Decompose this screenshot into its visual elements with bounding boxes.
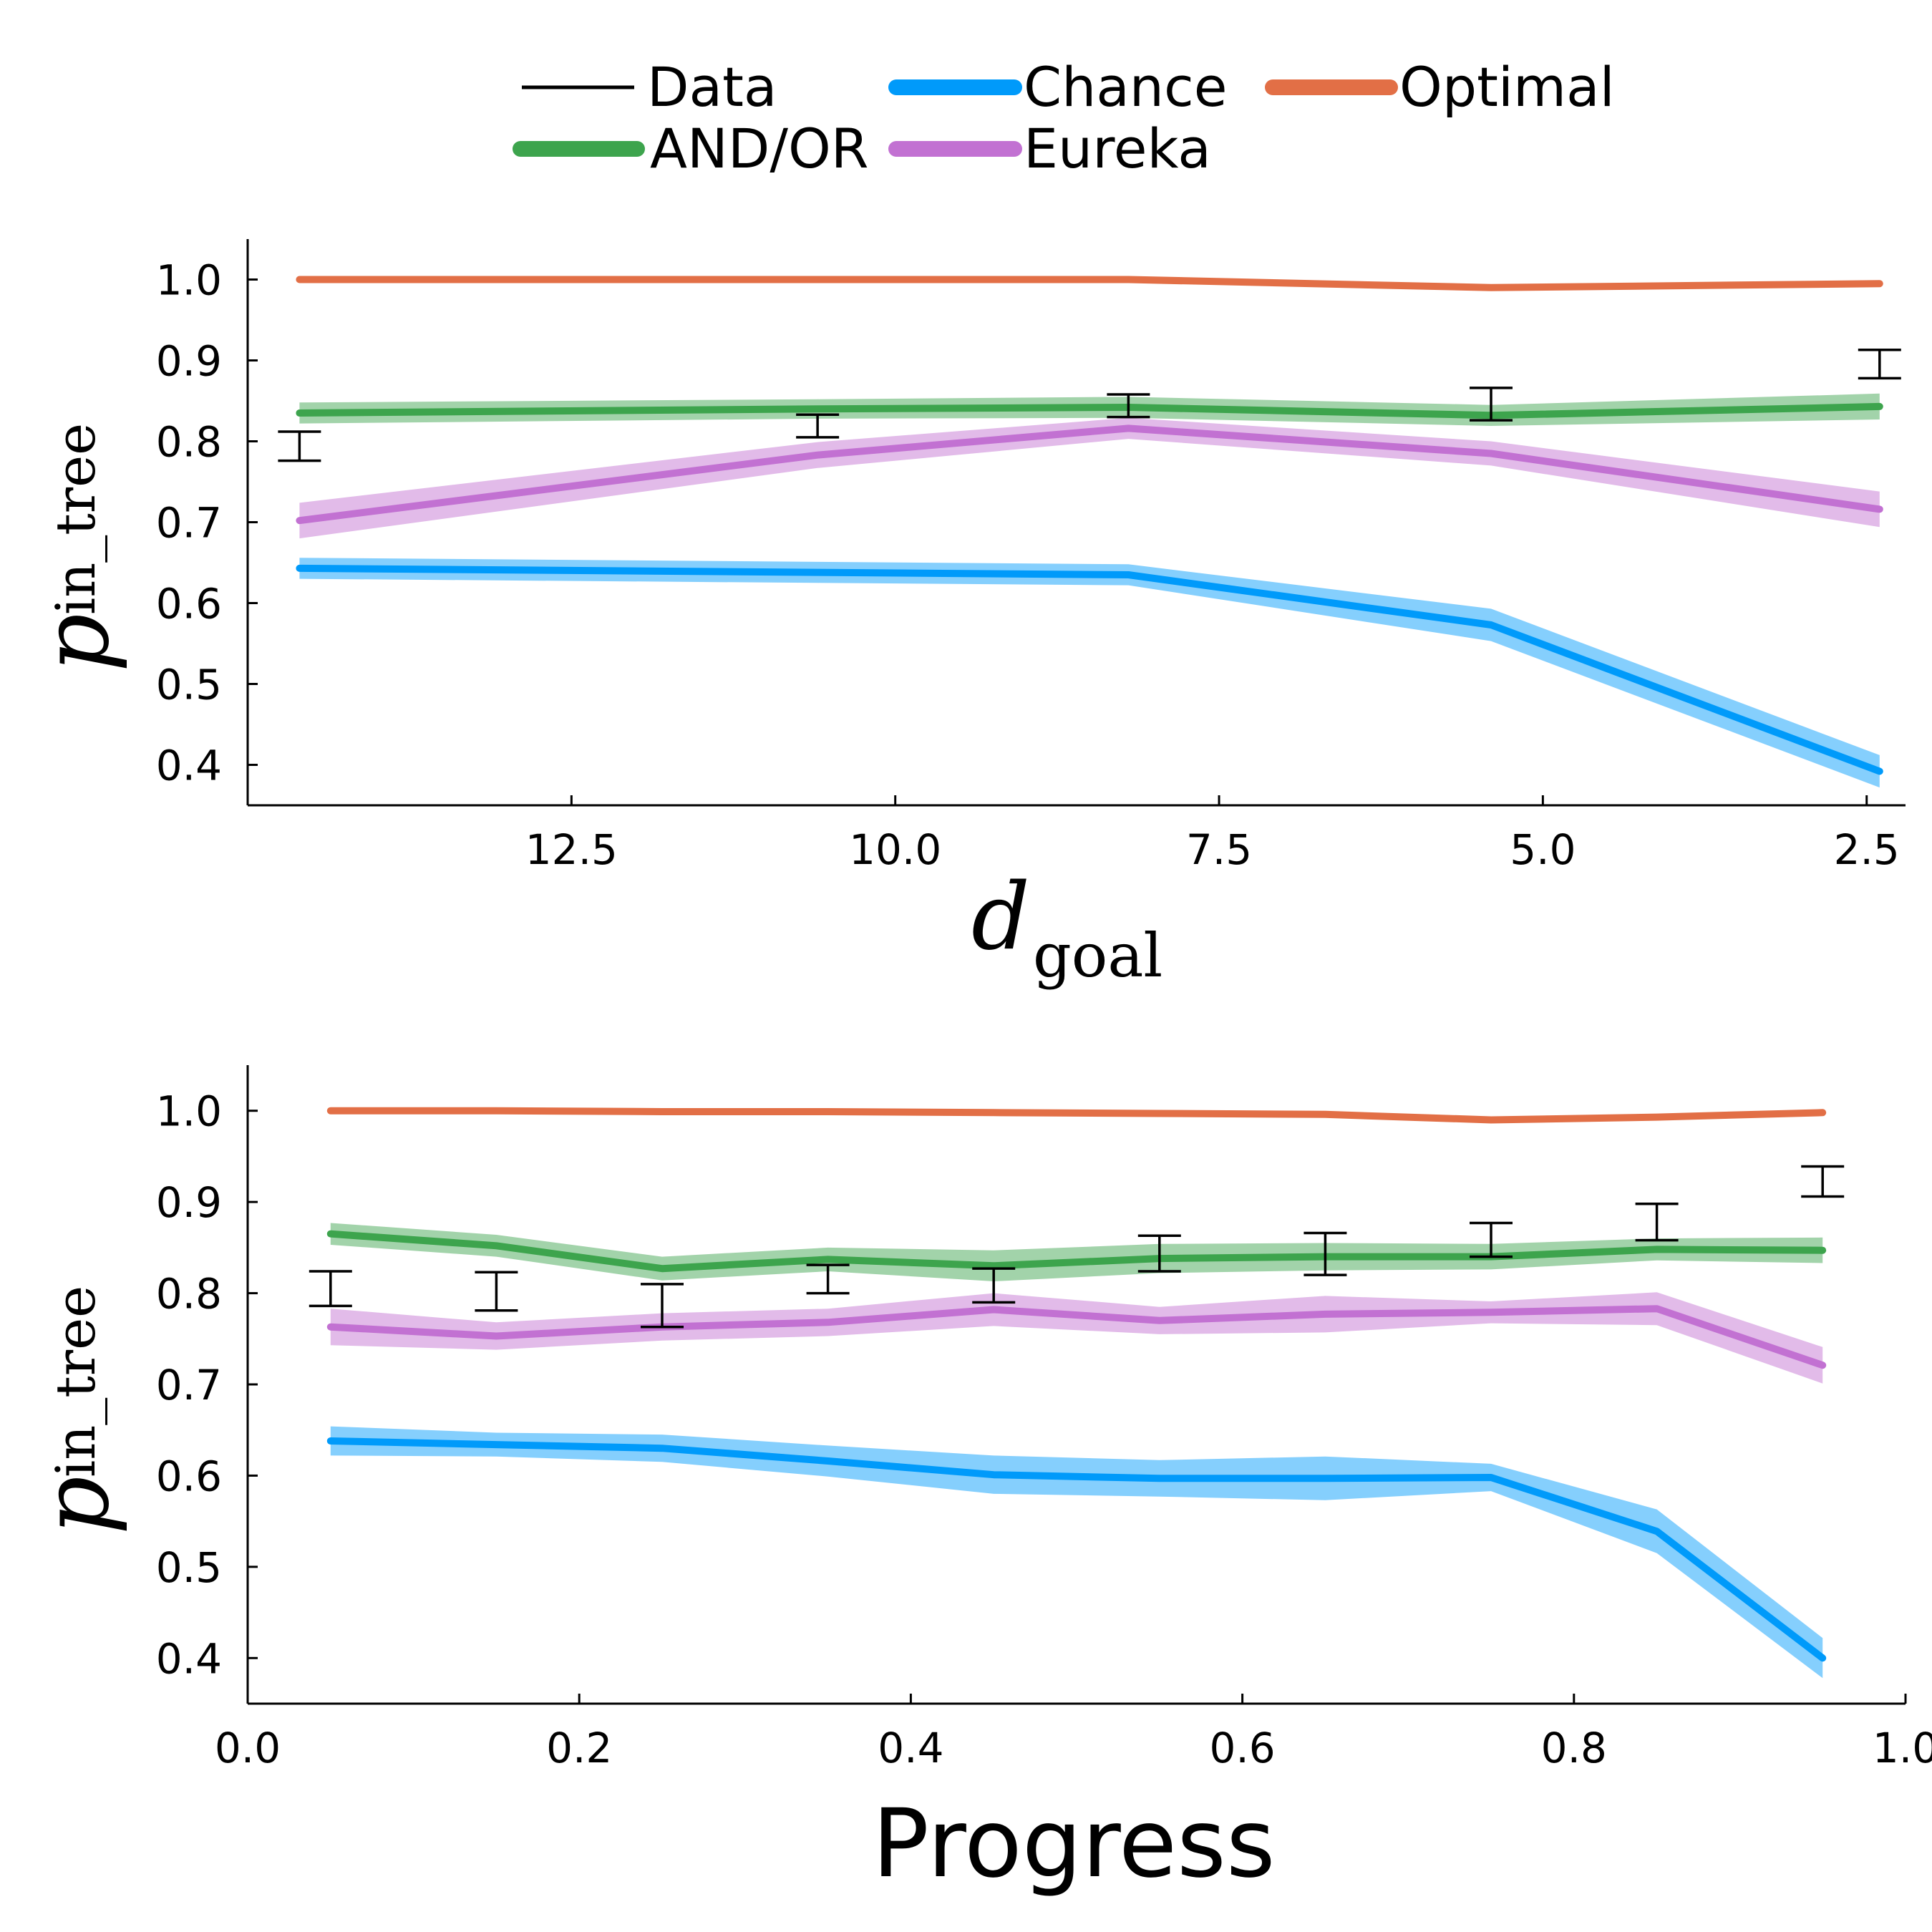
- axes: [246, 239, 1906, 807]
- x-tick-label: 0.0: [215, 1724, 281, 1772]
- confidence-bands: [299, 393, 1880, 788]
- x-ticks: 0.0 0.2 0.4 0.6 0.8 1.0: [215, 1694, 1932, 1772]
- y-axis-label-main: p: [23, 1476, 130, 1535]
- data-error-bar: [1635, 1202, 1679, 1242]
- confidence-bands: [330, 1223, 1823, 1679]
- y-tick-label: 0.9: [156, 1178, 222, 1227]
- x-tick-label: 12.5: [525, 825, 618, 874]
- legend-label-and-or: AND/OR: [650, 117, 869, 180]
- y-tick-label: 0.7: [156, 499, 222, 548]
- eureka-band: [299, 417, 1880, 539]
- plot-top: 12.5 10.0 7.5 5.0 2.5 0.40.50.60.70.80.91.0 …: [23, 239, 1906, 991]
- data-error-bar: [1470, 387, 1513, 422]
- optimal-line: [296, 276, 1883, 291]
- legend-entry-chance: Chance: [888, 55, 1228, 119]
- x-tick-label: 2.5: [1834, 825, 1900, 874]
- x-tick-label: 0.6: [1209, 1724, 1275, 1772]
- legend-entry-optimal: Optimal: [1265, 55, 1615, 119]
- data-error-bar: [641, 1283, 684, 1329]
- legend-entry-eureka: Eureka: [888, 117, 1211, 180]
- legend-entry-data: Data: [522, 55, 777, 119]
- series-lines: [296, 276, 1883, 775]
- x-tick-label: 5.0: [1510, 825, 1576, 874]
- y-axis-label: p in_tree: [23, 423, 130, 672]
- data-error-bar: [1137, 1234, 1181, 1273]
- y-tick-label: 0.6: [156, 1452, 222, 1500]
- series-lines: [326, 1107, 1827, 1662]
- y-tick-label: 1.0: [156, 256, 222, 305]
- eureka-line: [296, 424, 1883, 525]
- y-tick-label: 1.0: [156, 1087, 222, 1136]
- data-error-bar: [1858, 349, 1901, 380]
- and-or-line: [326, 1230, 1827, 1273]
- x-tick-label: 0.2: [546, 1724, 612, 1772]
- y-ticks: 0.4 0.5 0.6 0.7 0.8 0.9 1.0: [156, 1087, 258, 1683]
- data-error-bar: [1304, 1231, 1347, 1276]
- y-ticks: 0.4 0.5 0.6 0.7 0.8 0.9 1.0: [156, 256, 258, 790]
- data-error-bar: [1470, 1221, 1513, 1258]
- axes: [246, 1065, 1906, 1705]
- chance-line: [326, 1437, 1827, 1662]
- y-tick-label: 0.5: [156, 661, 222, 709]
- legend-label-optimal: Optimal: [1399, 55, 1615, 119]
- y-tick-label: 0.7: [156, 1361, 222, 1409]
- chance-band: [330, 1426, 1823, 1679]
- x-axis-label: Progress: [872, 1789, 1275, 1899]
- data-error-bar: [806, 1263, 850, 1295]
- y-tick-label: 0.4: [156, 742, 222, 790]
- y-axis-label-main: p: [23, 613, 130, 672]
- data-error-bar: [1107, 393, 1150, 419]
- data-error-bar: [475, 1271, 518, 1312]
- data-error-bar: [972, 1267, 1016, 1304]
- y-axis-label-sub: in_tree: [44, 1286, 107, 1477]
- legend-label-chance: Chance: [1024, 55, 1228, 119]
- x-tick-label: 0.4: [878, 1724, 943, 1772]
- y-axis-label-sub: in_tree: [44, 423, 107, 615]
- x-tick-label: 10.0: [849, 825, 941, 874]
- legend-label-eureka: Eureka: [1024, 117, 1211, 180]
- eureka-band: [330, 1292, 1823, 1384]
- chance-line: [296, 564, 1883, 775]
- y-tick-label: 0.6: [156, 580, 222, 628]
- data-error-bars: [278, 349, 1901, 462]
- optimal-line: [326, 1107, 1827, 1124]
- legend-label-data: Data: [647, 55, 777, 119]
- legend-entry-and-or: AND/OR: [513, 117, 869, 180]
- x-tick-label: 7.5: [1186, 825, 1252, 874]
- y-tick-label: 0.8: [156, 418, 222, 467]
- data-error-bars: [309, 1165, 1845, 1329]
- data-error-bar: [1801, 1165, 1845, 1198]
- x-tick-label: 1.0: [1873, 1724, 1932, 1772]
- x-ticks: 12.5 10.0 7.5 5.0 2.5: [525, 795, 1900, 874]
- y-tick-label: 0.9: [156, 337, 222, 386]
- y-tick-label: 0.5: [156, 1543, 222, 1592]
- chance-band: [299, 558, 1880, 788]
- y-tick-label: 0.8: [156, 1270, 222, 1319]
- eureka-line: [326, 1305, 1827, 1369]
- y-tick-label: 0.4: [156, 1634, 222, 1683]
- x-axis-label-sub: goal: [1033, 921, 1162, 991]
- x-tick-label: 0.8: [1541, 1724, 1607, 1772]
- data-error-bar: [796, 413, 840, 439]
- x-axis-label: d goal: [971, 864, 1162, 991]
- data-error-bar: [278, 430, 321, 462]
- x-axis-label-main: d: [971, 864, 1030, 971]
- y-axis-label: p in_tree: [23, 1286, 130, 1535]
- plot-bottom: 0.0 0.2 0.4 0.6 0.8 1.0 0.4 0.5 0.6 0.7 0.8 0.9 1.0…: [23, 1065, 1932, 1899]
- legend: Data Chance Optimal AND/OR Eureka: [513, 55, 1615, 180]
- data-error-bar: [309, 1270, 352, 1308]
